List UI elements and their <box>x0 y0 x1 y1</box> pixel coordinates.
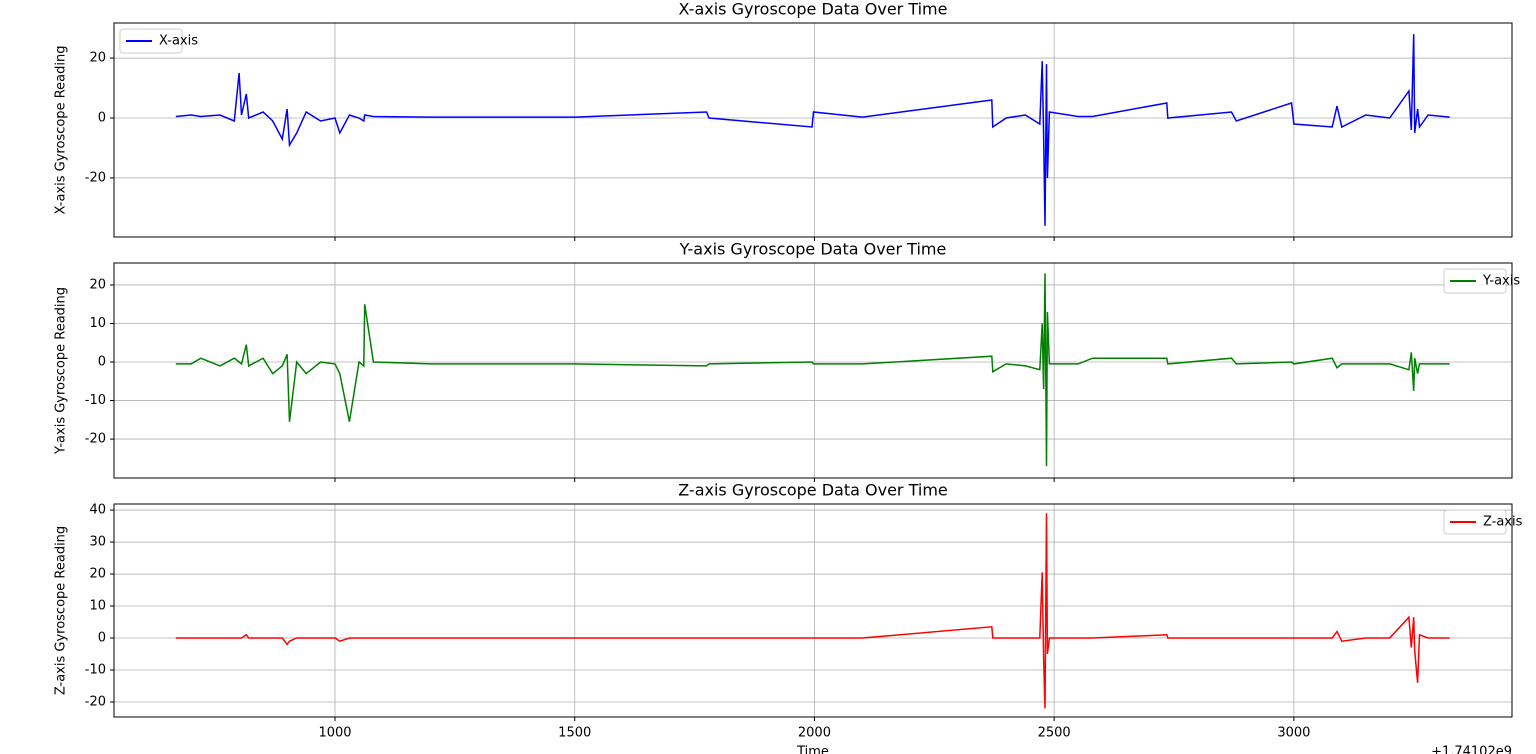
y-tick-label: -20 <box>85 432 106 447</box>
y-axis-label: X-axis Gyroscope Reading <box>54 46 69 215</box>
axes-frame <box>113 503 1513 718</box>
data-line <box>175 513 1450 709</box>
data-line <box>175 34 1450 226</box>
x-tick-label: 2000 <box>798 726 831 741</box>
legend: X-axis <box>119 28 198 54</box>
chart-title: X-axis Gyroscope Data Over Time <box>679 0 948 19</box>
x-tick-label: 1000 <box>318 726 351 741</box>
y-tick-label: 20 <box>89 277 106 292</box>
y-tick-label: 10 <box>89 599 106 614</box>
legend: Y-axis <box>1443 268 1520 294</box>
y-tick-label: 0 <box>98 111 106 126</box>
y-tick-label: 20 <box>89 567 106 582</box>
axes-frame <box>113 262 1513 479</box>
legend-label: Y-axis <box>1482 274 1520 289</box>
y-tick-label: 30 <box>89 535 106 550</box>
y-tick-label: 10 <box>89 316 106 331</box>
legend-label: Z-axis <box>1483 515 1523 530</box>
y-tick-label: -20 <box>85 170 106 185</box>
x-tick-label: 2500 <box>1038 726 1071 741</box>
chart-title: Y-axis Gyroscope Data Over Time <box>679 240 947 259</box>
x-axis-label: Time <box>796 745 829 754</box>
legend: Z-axis <box>1443 509 1523 535</box>
y-tick-label: -10 <box>85 393 106 408</box>
x-tick-label: 1500 <box>558 726 591 741</box>
x-offset-label: +1.74102e9 <box>1431 745 1512 754</box>
chart-title: Z-axis Gyroscope Data Over Time <box>678 481 948 500</box>
y-tick-label: 0 <box>98 631 106 646</box>
x-tick-label: 3000 <box>1277 726 1310 741</box>
y-tick-label: -10 <box>85 662 106 677</box>
y-tick-label: -20 <box>85 694 106 709</box>
y-tick-label: 0 <box>98 355 106 370</box>
y-tick-label: 40 <box>89 503 106 518</box>
y-axis-label: Y-axis Gyroscope Reading <box>54 287 69 455</box>
y-tick-label: 20 <box>89 51 106 66</box>
data-line <box>175 273 1450 467</box>
axes-frame <box>113 22 1513 238</box>
legend-label: X-axis <box>159 34 198 49</box>
y-axis-label: Z-axis Gyroscope Reading <box>54 526 69 695</box>
